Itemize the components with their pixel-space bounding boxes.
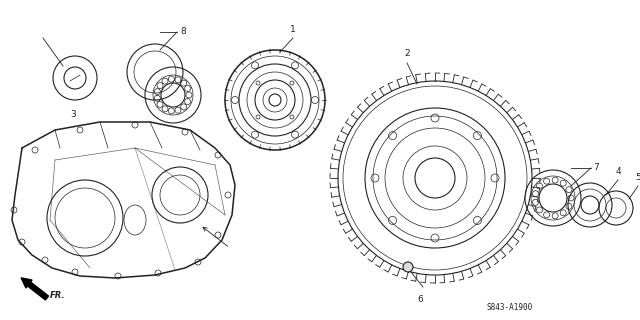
Text: 3: 3 xyxy=(70,110,76,119)
Text: 2: 2 xyxy=(404,49,410,58)
Text: 1: 1 xyxy=(290,25,296,34)
Text: 7: 7 xyxy=(593,163,599,172)
Circle shape xyxy=(403,262,413,272)
Text: FR.: FR. xyxy=(50,291,65,300)
Text: 5: 5 xyxy=(635,173,640,182)
Text: S843-A1900: S843-A1900 xyxy=(487,303,533,313)
Text: 4: 4 xyxy=(615,167,621,176)
Text: 8: 8 xyxy=(180,27,186,36)
Text: 6: 6 xyxy=(417,295,423,304)
FancyArrow shape xyxy=(21,278,49,300)
